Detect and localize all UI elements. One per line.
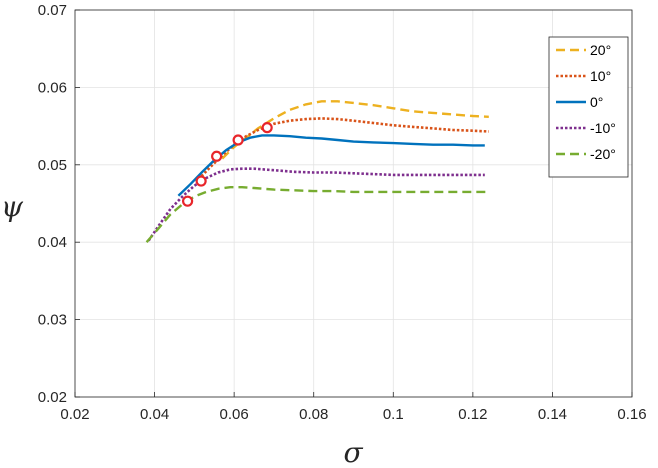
x-tick-label: 0.1 [383, 406, 404, 423]
x-tick-label: 0.16 [617, 406, 646, 423]
y-tick-label: 0.02 [38, 389, 67, 406]
plot-frame [74, 9, 633, 398]
y-tick-label: 0.04 [38, 234, 67, 251]
x-axis-label: σ [343, 436, 363, 468]
legend-box [548, 36, 629, 178]
marker-layer [181, 122, 273, 207]
legend-label: 0° [590, 94, 603, 110]
legend-label: 10° [590, 68, 611, 84]
x-tick-label: 0.02 [60, 406, 89, 423]
y-tick-label: 0.03 [38, 312, 67, 329]
plot-area [75, 10, 632, 397]
series-line-1 [197, 117, 489, 181]
legend-label: -10° [590, 120, 616, 136]
x-tick-label: 0.08 [299, 406, 328, 423]
x-tick-label: 0.06 [220, 406, 249, 423]
series-line-0 [221, 100, 489, 160]
x-tick-label: 0.14 [538, 406, 567, 423]
ticks: 0.02 0.04 0.06 0.08 0.1 0.12 0.14 0.16 0.02 0.03 0… [38, 2, 647, 423]
data-marker [211, 150, 223, 162]
data-marker [232, 134, 244, 146]
data-marker [195, 175, 207, 187]
y-tick-label: 0.05 [38, 157, 67, 174]
data-marker [261, 122, 273, 134]
data-marker [181, 195, 194, 207]
legend: 20° 10° 0° -10° -20° [548, 36, 629, 178]
legend-label: 20° [590, 42, 611, 58]
y-tick-label: 0.06 [38, 79, 67, 96]
legend-items: 20° 10° 0° -10° -20° [556, 42, 616, 162]
series-line-3 [147, 167, 485, 242]
y-tick-label: 0.07 [38, 2, 67, 19]
y-axis-label: ψ [1, 190, 24, 223]
legend-label: -20° [590, 146, 616, 162]
x-tick-label: 0.04 [140, 406, 169, 423]
x-tick-label: 0.12 [458, 406, 487, 423]
